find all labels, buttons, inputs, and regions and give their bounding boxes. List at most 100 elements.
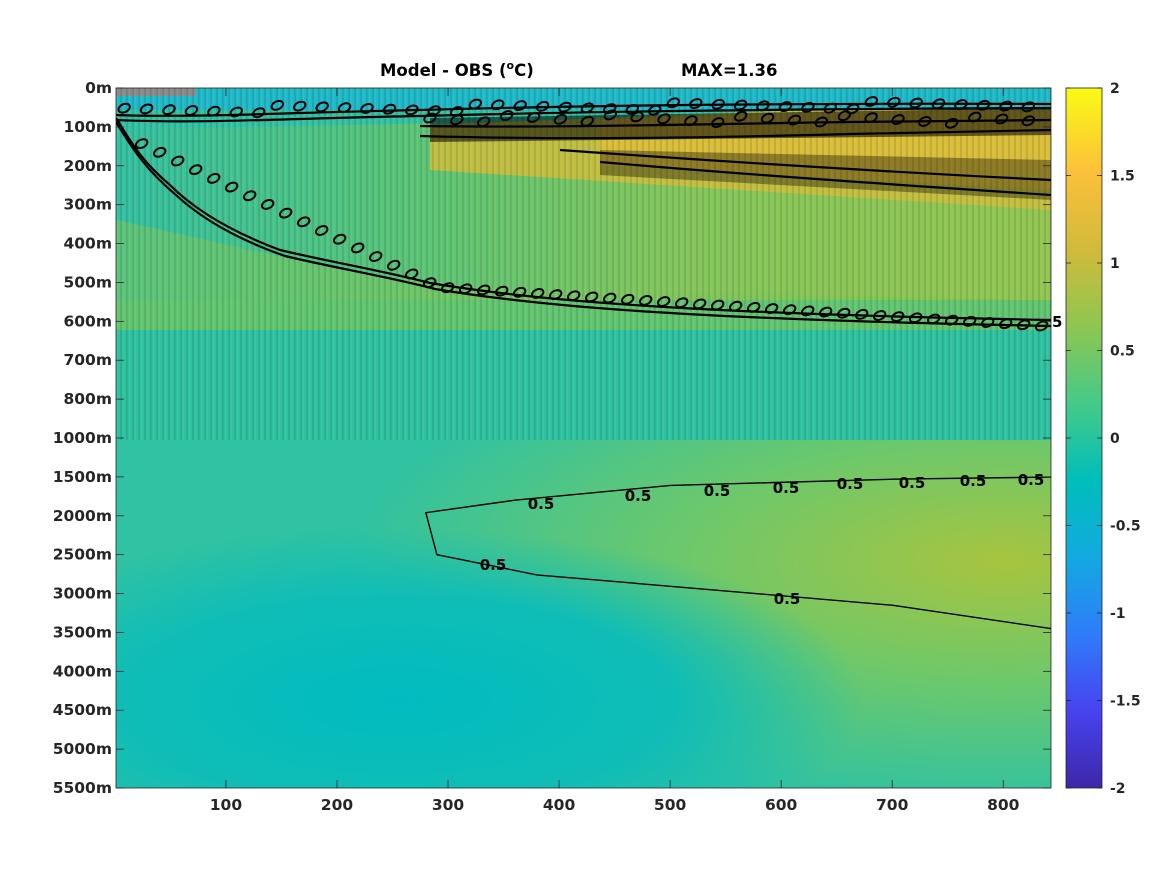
colorbar-tick-label: -0.5 (1110, 519, 1141, 535)
chart-title: Model - OBS (oC) (380, 59, 534, 80)
y-tick-label: 300m (63, 196, 112, 214)
contour-loop (756, 100, 770, 112)
x-tick-label: 700 (876, 796, 909, 814)
y-tick-label: 600m (63, 312, 112, 330)
contour-loop (260, 199, 275, 210)
contour-loop (872, 310, 887, 321)
contour-loop (760, 112, 775, 124)
contour-loop (494, 285, 509, 297)
y-tick-label: 200m (63, 157, 112, 175)
contour-loop (584, 291, 599, 303)
contour-loop (689, 98, 703, 109)
contour-loop (206, 172, 221, 184)
contour-loop (647, 104, 662, 116)
contour-loop (491, 99, 505, 111)
contour-loop (360, 102, 374, 114)
contour-loop (440, 282, 455, 294)
contour-loop (801, 101, 815, 113)
colorbar-tick-label: -1 (1110, 606, 1126, 622)
contour-loop (278, 207, 293, 219)
x-tick-label: 800 (987, 796, 1020, 814)
contour-loop (535, 100, 550, 112)
y-tick-label: 3000m (53, 585, 112, 603)
chart-max-label: MAX=1.36 (681, 61, 777, 80)
contour-loop (242, 190, 257, 202)
colorbar-tick-label: 2 (1110, 81, 1120, 97)
contour-loop (530, 288, 545, 299)
contour-loop (814, 116, 828, 128)
y-tick-label: 500m (63, 273, 112, 291)
contour-loop (818, 306, 833, 318)
contour-loop (337, 102, 352, 114)
contour-loop (293, 100, 307, 112)
contour-loop (994, 113, 1009, 125)
contour-loop (548, 289, 563, 301)
contour-loop (207, 105, 221, 117)
contour-loop (944, 314, 959, 326)
x-tick-label: 500 (654, 796, 687, 814)
contour-loop (638, 295, 653, 306)
contour-loop (350, 242, 365, 254)
contour-loop (117, 102, 131, 114)
contour-label: 0.5 (774, 590, 801, 608)
contour-loop (926, 313, 941, 325)
contour-loop (603, 109, 618, 121)
y-axis: 0m 100m 200m 300m 400m 500m 600m 700m 800m 1000m 1… (53, 79, 1051, 797)
contour-loop (450, 114, 464, 126)
contour-loop (229, 106, 243, 118)
contour-loop (558, 101, 572, 113)
y-tick-label: 4000m (53, 662, 112, 680)
contour-loop (566, 290, 581, 302)
plot-area (116, 88, 1051, 788)
contour-loop (476, 284, 491, 296)
contour-loop (513, 100, 527, 112)
colorbar-tick-label: 0 (1110, 431, 1120, 447)
x-tick-label: 200 (321, 796, 354, 814)
contour-loop (864, 96, 879, 107)
contour-label: 0.5 (704, 482, 731, 500)
contour-loop (657, 113, 671, 125)
contour-label-edge: 5 (1052, 313, 1062, 331)
contour-label: 0.5 (625, 487, 652, 505)
contour-loop (733, 99, 748, 111)
contour-loop (710, 117, 725, 128)
x-tick-label: 400 (543, 796, 576, 814)
contour-label: 0.5 (773, 479, 800, 497)
contour-loop (512, 286, 527, 298)
contour-loop (976, 99, 991, 111)
contour-loop (553, 113, 568, 125)
y-tick-label: 0m (85, 79, 112, 97)
contour-loop (656, 296, 671, 308)
contour-loop (968, 111, 982, 123)
contour-loop (526, 112, 541, 123)
contour-loop (368, 251, 383, 263)
contour-label: 0.5 (960, 472, 987, 490)
contour-loop (998, 318, 1013, 330)
contour-loop (692, 298, 707, 310)
x-tick-label: 100 (210, 796, 243, 814)
colorbar-ticks: 2 1.5 1 0.5 0 -0.5 -1 -1.5 -2 (1066, 81, 1141, 797)
contour-loop (603, 103, 617, 115)
contour-loop (580, 102, 595, 114)
contour-label: 0.5 (480, 556, 507, 574)
contour-loop (666, 97, 681, 109)
contour-loop (890, 311, 905, 323)
contour-loop (800, 305, 815, 317)
contour-loop (404, 268, 419, 280)
colorbar-tick-label: 1.5 (1110, 169, 1135, 185)
contour-loop (315, 101, 329, 113)
contour-loop (162, 104, 176, 116)
x-tick-label: 600 (765, 796, 798, 814)
y-tick-label: 700m (63, 351, 112, 369)
y-tick-label: 2500m (53, 546, 112, 564)
contour-loop (270, 99, 285, 111)
contour-loop (778, 101, 793, 113)
colorbar-tick-label: 0.5 (1110, 344, 1135, 360)
contour-loop (405, 104, 419, 116)
contour-loop (224, 181, 239, 193)
contour-loop (620, 293, 635, 305)
contour-loop (382, 103, 397, 115)
contour-loop (170, 155, 185, 167)
contour-loop (837, 110, 852, 122)
